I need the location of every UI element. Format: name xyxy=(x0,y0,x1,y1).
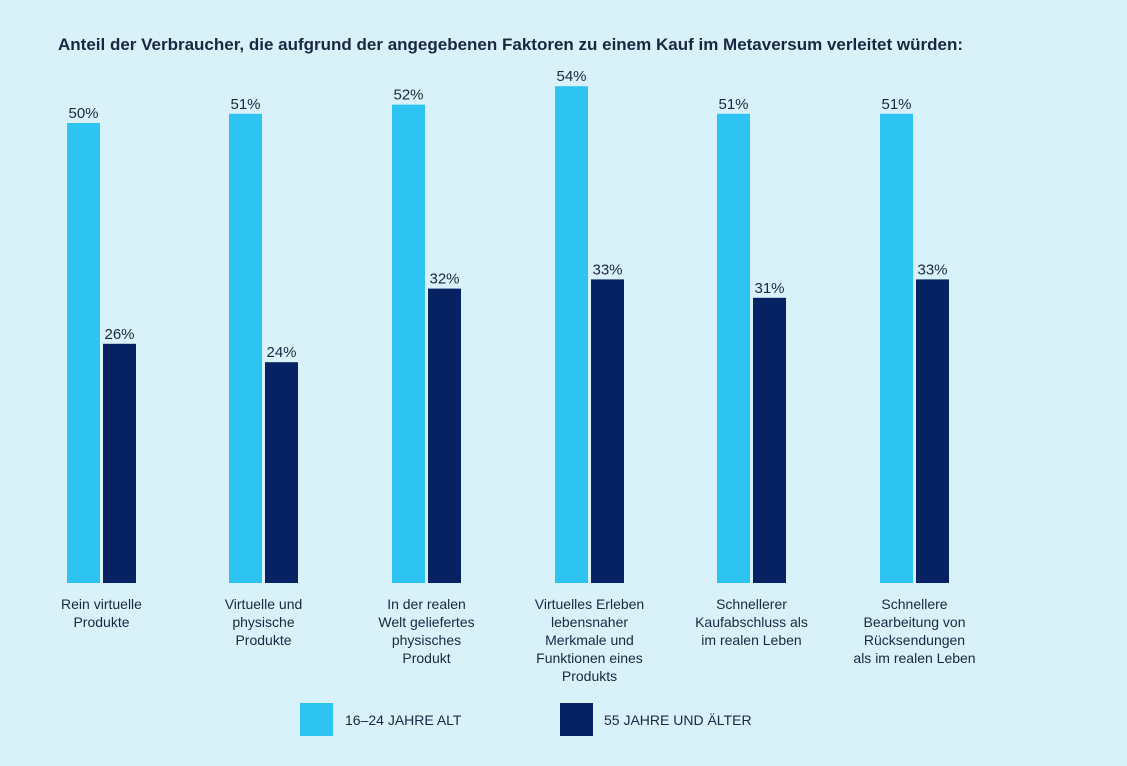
legend-swatch-0 xyxy=(300,703,333,736)
bar-young-2 xyxy=(392,104,425,583)
value-label-young-2: 52% xyxy=(393,87,423,104)
bar-old-2 xyxy=(428,288,461,583)
bar-young-0 xyxy=(67,123,100,583)
category-label-5: Schnellere Bearbeitung von Rücksendungen al… xyxy=(853,596,975,666)
legend-label-0: 16–24 JAHRE ALT xyxy=(345,712,462,728)
bar-old-3 xyxy=(591,279,624,583)
legend-swatch-1 xyxy=(560,703,593,736)
value-label-young-1: 51% xyxy=(230,96,260,113)
bar-young-1 xyxy=(229,113,262,584)
value-label-young-4: 51% xyxy=(718,96,748,113)
value-label-young-0: 50% xyxy=(68,105,98,122)
bar-old-1 xyxy=(265,362,298,583)
value-label-old-4: 31% xyxy=(754,280,784,297)
bar-young-3 xyxy=(555,86,588,583)
bar-old-5 xyxy=(916,279,949,583)
value-label-old-3: 33% xyxy=(592,261,622,278)
bars-group xyxy=(67,86,949,584)
value-label-old-5: 33% xyxy=(917,261,947,278)
value-label-young-3: 54% xyxy=(556,68,586,85)
legend: 16–24 JAHRE ALT 55 JAHRE UND ÄLTER xyxy=(300,703,752,736)
category-label-1: Virtuelle und physische Produkte xyxy=(225,596,303,648)
value-label-old-2: 32% xyxy=(429,271,459,288)
category-label-4: Schnellerer Kaufabschluss als im realen Le… xyxy=(695,596,808,648)
value-label-young-5: 51% xyxy=(881,96,911,113)
category-label-2: In der realen Welt geliefertes physisches P… xyxy=(378,596,474,666)
chart-title: Anteil der Verbraucher, die aufgrund der… xyxy=(58,35,963,54)
value-label-old-0: 26% xyxy=(104,326,134,343)
bar-young-5 xyxy=(880,113,913,584)
category-label-0: Rein virtuelle Produkte xyxy=(61,596,142,630)
bar-young-4 xyxy=(717,113,750,584)
bar-old-0 xyxy=(103,343,136,583)
value-labels-group: 50% 26% 51% 24% 52% 32% 54% 33% 51% 31% 51% 33% xyxy=(68,68,947,361)
category-label-3: Virtuelles Erleben lebensnaher Merkmale un… xyxy=(535,596,644,684)
legend-label-1: 55 JAHRE UND ÄLTER xyxy=(604,712,752,728)
bar-old-4 xyxy=(753,297,786,583)
category-labels-group: Rein virtuelle Produkte Virtuelle und physi… xyxy=(61,596,976,684)
value-label-old-1: 24% xyxy=(266,344,296,361)
